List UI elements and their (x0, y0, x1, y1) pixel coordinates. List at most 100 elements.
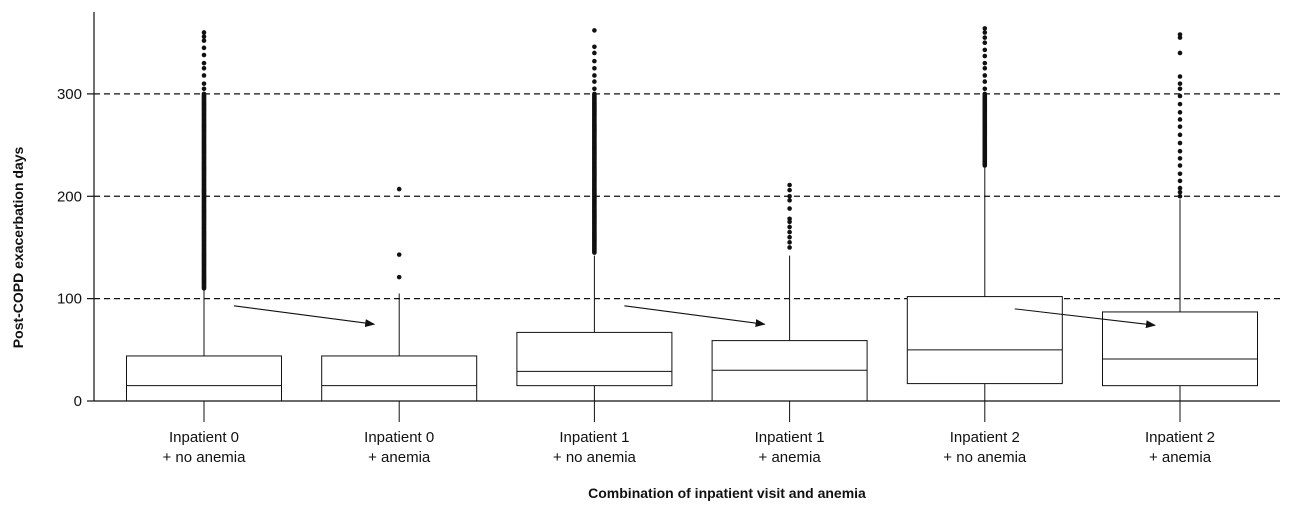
outlier-point-5 (1177, 140, 1183, 146)
outlier-point-5 (1177, 132, 1183, 138)
outlier-point-3 (787, 245, 792, 250)
outlier-point-4 (982, 47, 988, 53)
outlier-point-4 (982, 79, 988, 84)
outlier-point-5 (1177, 189, 1183, 195)
outlier-point-3 (787, 240, 792, 245)
outlier-point-5 (1177, 86, 1183, 92)
box-1 (321, 293, 478, 402)
box-2 (516, 255, 673, 401)
box-iqr-3 (711, 340, 868, 402)
trend-arrow-2 (1014, 308, 1156, 329)
outlier-point-5 (1177, 74, 1183, 79)
outlier-point-5 (1177, 178, 1183, 184)
outlier-point-0 (201, 38, 207, 43)
x-tick-label-2-line2: + no anemia (553, 449, 637, 466)
outlier-point-4 (982, 86, 988, 92)
outliers-4 (982, 26, 988, 168)
box-iqr-4 (906, 296, 1063, 385)
outlier-point-2 (592, 91, 597, 97)
outlier-point-5 (1177, 124, 1183, 129)
y-axis-title: Post-COPD exacerbation days (10, 146, 26, 348)
outliers-2 (592, 28, 597, 255)
trend-arrow-0 (233, 305, 376, 328)
outlier-point-4 (982, 73, 988, 78)
x-tick-label-1-line2: + anemia (368, 449, 431, 466)
x-tick-label-5-line2: + anemia (1149, 449, 1212, 466)
outlier-point-3 (787, 182, 792, 188)
outlier-point-4 (982, 60, 988, 66)
outliers-layer (201, 26, 1183, 291)
y-tick-label-100: 100 (57, 291, 82, 308)
outlier-point-2 (592, 66, 597, 71)
box-iqr-5 (1102, 311, 1258, 387)
y-tick-label-300: 300 (57, 86, 82, 103)
box-5 (1102, 199, 1258, 401)
box-0 (126, 290, 282, 402)
outlier-point-1 (396, 274, 402, 280)
box-4 (906, 167, 1063, 401)
outlier-point-5 (1177, 148, 1183, 154)
outliers-0 (201, 30, 207, 291)
outlier-point-5 (1177, 185, 1183, 191)
box-iqr-2 (516, 331, 673, 387)
outlier-point-4 (982, 26, 988, 31)
outlier-point-3 (787, 234, 792, 240)
boxes-layer (126, 167, 1258, 402)
outlier-point-1 (396, 252, 402, 257)
outlier-point-4 (982, 40, 988, 46)
outlier-point-1 (396, 186, 402, 192)
outlier-point-3 (787, 229, 792, 235)
outlier-point-0 (201, 60, 207, 66)
outlier-point-0 (201, 91, 207, 97)
outlier-point-4 (982, 66, 988, 71)
outlier-point-0 (201, 52, 207, 58)
x-tick-label-2-line1: Inpatient 1 (559, 429, 629, 446)
outlier-point-5 (1177, 81, 1183, 86)
labels: 0 100 200 300 Inpatient 0 + no anemia Inpatien… (10, 86, 1215, 501)
outlier-point-2 (592, 79, 597, 84)
outlier-point-0 (201, 81, 207, 86)
outlier-point-4 (982, 53, 988, 59)
outlier-point-5 (1177, 101, 1183, 107)
outliers-1 (396, 186, 402, 280)
grid-lines (94, 93, 1280, 300)
outlier-point-2 (592, 86, 597, 92)
outlier-point-5 (1177, 163, 1183, 168)
outlier-point-4 (982, 91, 988, 97)
x-tick-label-5-line1: Inpatient 2 (1145, 429, 1215, 446)
outlier-point-3 (787, 187, 792, 193)
outlier-point-5 (1177, 193, 1183, 199)
x-tick-label-3-line2: + anemia (759, 449, 822, 466)
outlier-point-0 (201, 30, 207, 35)
outlier-point-0 (201, 34, 207, 39)
outlier-point-4 (982, 35, 988, 40)
outlier-point-2 (592, 44, 597, 50)
x-tick-label-1-line1: Inpatient 0 (364, 429, 434, 446)
outlier-point-5 (1177, 93, 1183, 99)
outlier-point-2 (592, 73, 597, 78)
box-iqr-1 (321, 355, 478, 402)
outliers-5 (1177, 32, 1183, 199)
outlier-point-2 (592, 28, 597, 33)
x-tick-label-0-line2: + no anemia (163, 449, 247, 466)
outlier-point-3 (787, 206, 792, 211)
outlier-point-0 (201, 86, 207, 92)
outlier-point-3 (787, 216, 792, 222)
x-axis-title: Combination of inpatient visit and anemi… (588, 485, 866, 501)
outlier-point-5 (1177, 50, 1183, 56)
x-tick-label-4-line2: + no anemia (943, 449, 1027, 466)
outlier-point-2 (592, 58, 597, 64)
outlier-point-5 (1177, 156, 1183, 161)
outlier-point-0 (201, 45, 207, 51)
x-tick-label-0-line1: Inpatient 0 (169, 429, 239, 446)
outlier-point-0 (201, 66, 207, 71)
y-tick-label-200: 200 (57, 188, 82, 205)
outlier-point-3 (787, 193, 792, 199)
outlier-point-3 (787, 224, 792, 230)
outlier-point-5 (1177, 171, 1183, 177)
outlier-point-4 (982, 30, 988, 35)
outlier-point-5 (1177, 110, 1183, 115)
trend-arrow-1 (624, 305, 766, 328)
axes (87, 12, 1280, 422)
